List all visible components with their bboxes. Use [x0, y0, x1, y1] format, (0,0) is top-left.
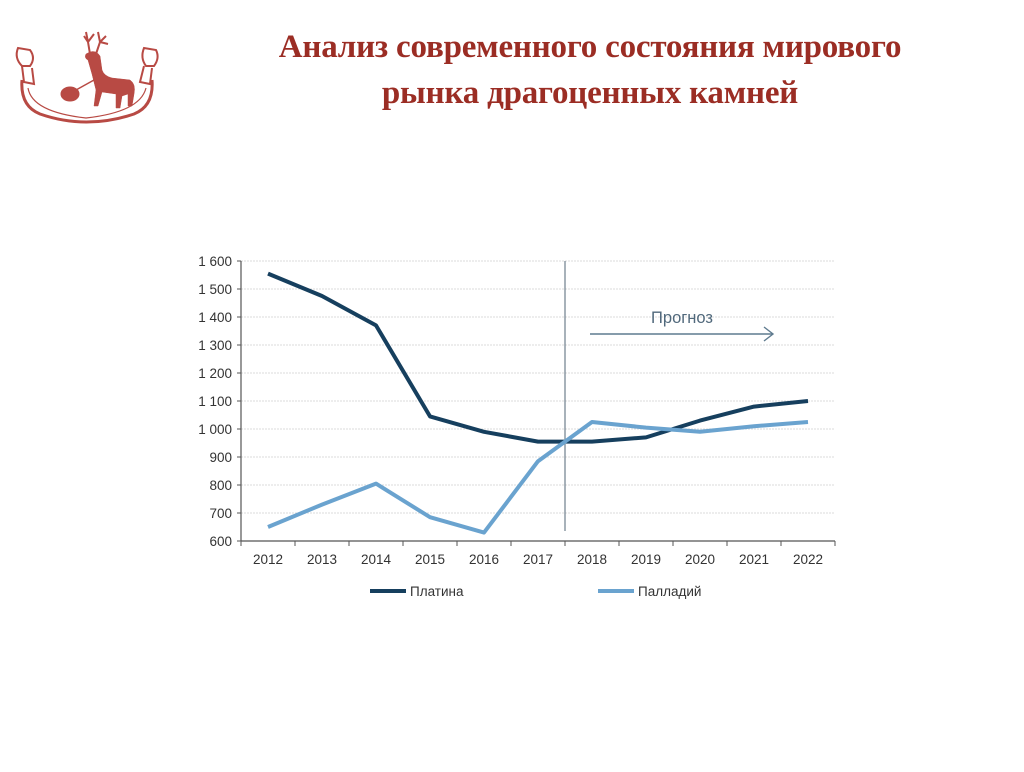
- slide-title: Анализ современного состояния мирового р…: [190, 24, 990, 116]
- x-tick-label: 2020: [685, 552, 715, 567]
- x-tick-label: 2022: [793, 552, 823, 567]
- x-tick-label: 2021: [739, 552, 769, 567]
- y-tick-label: 800: [209, 478, 232, 493]
- x-tick-label: 2014: [361, 552, 392, 567]
- arrow-head-icon: [763, 326, 775, 342]
- y-tick-label: 1 500: [198, 282, 232, 297]
- x-tick-label: 2019: [631, 552, 661, 567]
- x-tick-label: 2018: [577, 552, 607, 567]
- y-tick-label: 700: [209, 506, 232, 521]
- y-tick-label: 1 300: [198, 338, 232, 353]
- x-tick-label: 2012: [253, 552, 283, 567]
- title-line-2: рынка драгоценных камней: [381, 75, 799, 111]
- series-line-palladium: [267, 420, 809, 535]
- x-tick-label: 2015: [415, 552, 445, 567]
- deer-emblem-icon: [15, 31, 159, 124]
- y-tick-label: 900: [209, 450, 232, 465]
- y-tick-label: 1 200: [198, 366, 232, 381]
- deer-emblem-logo: [12, 14, 162, 130]
- x-tick-label: 2017: [523, 552, 553, 567]
- x-tick-label: 2016: [469, 552, 499, 567]
- y-tick-label: 1 000: [198, 422, 232, 437]
- legend-label: Палладий: [638, 584, 701, 599]
- series-line-platinum: [267, 271, 809, 444]
- forecast-label: Прогноз: [651, 309, 713, 327]
- title-line-1: Анализ современного состояния мирового: [278, 29, 902, 65]
- x-tick-label: 2013: [307, 552, 337, 567]
- y-tick-label: 1 600: [198, 254, 232, 269]
- legend-label: Платина: [410, 584, 464, 599]
- y-tick-label: 1 400: [198, 310, 232, 325]
- y-tick-label: 1 100: [198, 394, 232, 409]
- y-tick-label: 600: [209, 534, 232, 549]
